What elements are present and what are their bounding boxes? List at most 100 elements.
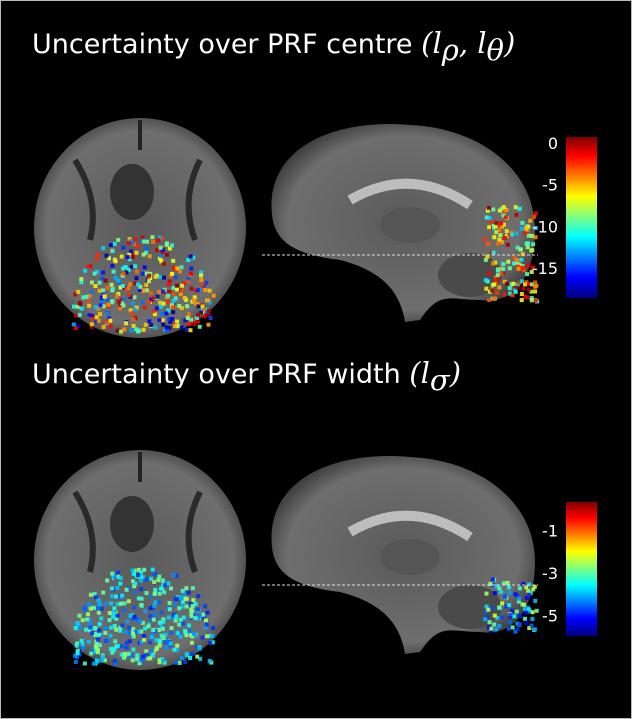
overlay-voxel [156, 238, 161, 243]
overlay-voxel [77, 613, 82, 618]
overlay-voxel [113, 639, 118, 644]
overlay-voxel [183, 318, 188, 323]
overlay-voxel [149, 576, 154, 581]
overlay-voxel [529, 269, 534, 274]
overlay-voxel [513, 205, 518, 210]
overlay-voxel [124, 287, 129, 292]
overlay-voxel [158, 300, 162, 305]
overlay-voxel [529, 248, 534, 253]
overlay-voxel [174, 597, 179, 602]
overlay-voxel [73, 660, 78, 664]
overlay-voxel [485, 254, 490, 259]
overlay-voxel [188, 254, 193, 259]
overlay-voxel [125, 619, 130, 624]
overlay-voxel [150, 567, 155, 572]
overlay-voxel [133, 630, 138, 635]
overlay-voxel [156, 628, 161, 633]
overlay-voxel [126, 268, 131, 272]
overlay-voxel [524, 621, 529, 625]
overlay-voxel [519, 257, 524, 262]
overlay-voxel [144, 246, 149, 251]
overlay-voxel [94, 658, 99, 663]
overlay-voxel [198, 656, 203, 661]
overlay-voxel [102, 294, 107, 299]
overlay-voxel [159, 633, 164, 638]
overlay-voxel [149, 649, 154, 654]
overlay-voxel [77, 312, 82, 317]
overlay-voxel [487, 216, 492, 220]
overlay-voxel [139, 640, 144, 645]
overlay-voxel [139, 603, 144, 608]
overlay-voxel [207, 288, 212, 293]
overlay-voxel [162, 583, 167, 588]
overlay-voxel [98, 303, 103, 308]
overlay-voxel [177, 304, 182, 308]
overlay-voxel [109, 594, 114, 599]
overlay-voxel [94, 319, 99, 324]
overlay-voxel [196, 594, 201, 599]
colorbar-tick-label: -10 [532, 217, 558, 236]
overlay-voxel [161, 658, 165, 663]
overlay-voxel [175, 631, 180, 636]
overlay-voxel [115, 586, 120, 590]
overlay-voxel [125, 255, 130, 260]
overlay-voxel [91, 661, 96, 666]
overlay-voxel [173, 275, 178, 280]
overlay-voxel [169, 630, 174, 635]
overlay-voxel [203, 288, 208, 292]
formula-base: l [432, 26, 441, 60]
overlay-voxel [166, 581, 171, 586]
overlay-voxel [533, 211, 538, 216]
overlay-voxel [177, 660, 182, 665]
overlay-voxel [533, 627, 538, 632]
overlay-voxel [190, 640, 194, 645]
overlay-voxel [88, 625, 93, 630]
overlay-voxel [167, 246, 172, 251]
overlay-voxel [113, 259, 118, 264]
overlay-voxel [110, 286, 115, 291]
overlay-voxel [190, 604, 195, 609]
colorbar-tick-label: -5 [542, 606, 558, 625]
overlay-voxel [139, 596, 144, 601]
overlay-voxel [86, 639, 91, 644]
overlay-voxel [134, 250, 139, 255]
overlay-voxel [526, 287, 531, 292]
overlay-voxel [178, 634, 183, 639]
overlay-voxel [130, 301, 135, 306]
overlay-voxel [490, 288, 495, 293]
overlay-voxel [516, 599, 521, 604]
overlay-voxel [211, 626, 215, 631]
overlay-voxel [190, 652, 195, 656]
overlay-voxel [159, 259, 164, 264]
overlay-voxel [513, 629, 518, 634]
overlay-voxel [117, 299, 121, 304]
overlay-voxel [166, 308, 171, 313]
overlay-voxel [210, 640, 215, 645]
overlay-voxel [75, 621, 80, 626]
overlay-voxel [116, 570, 121, 575]
overlay-voxel [160, 318, 165, 323]
overlay-voxel [199, 270, 204, 275]
overlay-voxel [122, 297, 127, 302]
overlay-voxel [135, 653, 140, 658]
overlay-voxel [166, 615, 171, 620]
overlay-voxel [179, 325, 184, 330]
overlay-voxel [153, 572, 158, 577]
overlay-voxel [495, 241, 500, 246]
overlay-voxel [519, 279, 524, 284]
overlay-voxel [494, 276, 499, 281]
overlay-voxel [152, 312, 157, 317]
overlay-voxel [94, 256, 99, 261]
overlay-voxel [87, 628, 92, 633]
overlay-voxel [521, 582, 526, 586]
overlay-voxel [124, 321, 129, 326]
overlay-voxel [104, 320, 109, 325]
overlay-voxel [529, 289, 534, 294]
overlay-voxel [144, 652, 149, 657]
overlay-voxel [174, 614, 179, 619]
overlay-voxel [127, 240, 131, 245]
overlay-voxel [94, 315, 99, 320]
overlay-voxel [177, 622, 182, 627]
overlay-voxel [497, 624, 502, 628]
overlay-voxel [506, 259, 511, 264]
